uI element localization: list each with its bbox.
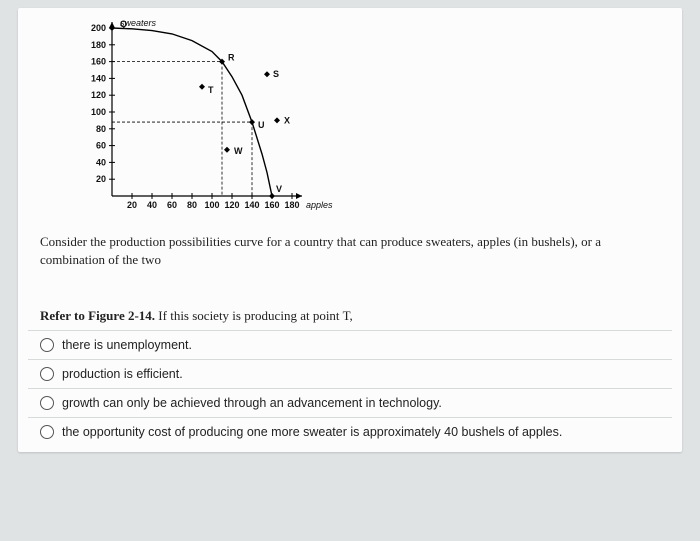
- chart-svg: 20 40 60 80 100 120 140 160 180 200 20 40 60 80 100 120…: [78, 18, 338, 218]
- svg-text:80: 80: [187, 200, 197, 210]
- svg-text:S: S: [273, 69, 279, 79]
- svg-text:180: 180: [284, 200, 299, 210]
- radio-icon[interactable]: [40, 338, 54, 352]
- svg-text:X: X: [284, 115, 290, 125]
- svg-text:140: 140: [91, 73, 106, 83]
- svg-text:R: R: [228, 53, 235, 63]
- option-row[interactable]: the opportunity cost of producing one mo…: [28, 417, 672, 446]
- question-prompt: Refer to Figure 2-14. If this society is…: [18, 290, 682, 330]
- radio-icon[interactable]: [40, 425, 54, 439]
- option-text: growth can only be achieved through an a…: [62, 396, 442, 410]
- svg-text:140: 140: [244, 200, 259, 210]
- option-row[interactable]: growth can only be achieved through an a…: [28, 388, 672, 417]
- svg-text:120: 120: [224, 200, 239, 210]
- svg-text:120: 120: [91, 90, 106, 100]
- svg-text:40: 40: [96, 157, 106, 167]
- option-row[interactable]: production is efficient.: [28, 359, 672, 388]
- svg-text:apples: apples: [306, 200, 333, 210]
- svg-text:20: 20: [127, 200, 137, 210]
- svg-text:160: 160: [264, 200, 279, 210]
- svg-text:V: V: [276, 184, 282, 194]
- prompt-rest: If this society is producing at point T,: [155, 308, 353, 323]
- svg-text:200: 200: [91, 23, 106, 33]
- option-text: the opportunity cost of producing one mo…: [62, 425, 562, 439]
- svg-text:T: T: [208, 85, 214, 95]
- svg-text:180: 180: [91, 40, 106, 50]
- ppc-chart: 20 40 60 80 100 120 140 160 180 200 20 40 60 80 100 120…: [18, 8, 682, 229]
- radio-icon[interactable]: [40, 367, 54, 381]
- option-text: there is unemployment.: [62, 338, 192, 352]
- prompt-prefix: Refer to Figure 2-14.: [40, 308, 155, 323]
- svg-text:60: 60: [96, 141, 106, 151]
- question-card: 20 40 60 80 100 120 140 160 180 200 20 40 60 80 100 120…: [18, 8, 682, 452]
- svg-text:40: 40: [147, 200, 157, 210]
- option-row[interactable]: there is unemployment.: [28, 330, 672, 359]
- svg-text:160: 160: [91, 57, 106, 67]
- svg-text:U: U: [258, 120, 265, 130]
- chart-description: Consider the production possibilities cu…: [18, 229, 682, 290]
- svg-text:20: 20: [96, 174, 106, 184]
- svg-text:60: 60: [167, 200, 177, 210]
- svg-text:100: 100: [91, 107, 106, 117]
- svg-text:80: 80: [96, 124, 106, 134]
- svg-text:Q: Q: [120, 19, 127, 29]
- svg-text:100: 100: [204, 200, 219, 210]
- option-text: production is efficient.: [62, 367, 183, 381]
- svg-text:W: W: [234, 146, 243, 156]
- answer-options: there is unemployment. production is effi…: [18, 330, 682, 452]
- radio-icon[interactable]: [40, 396, 54, 410]
